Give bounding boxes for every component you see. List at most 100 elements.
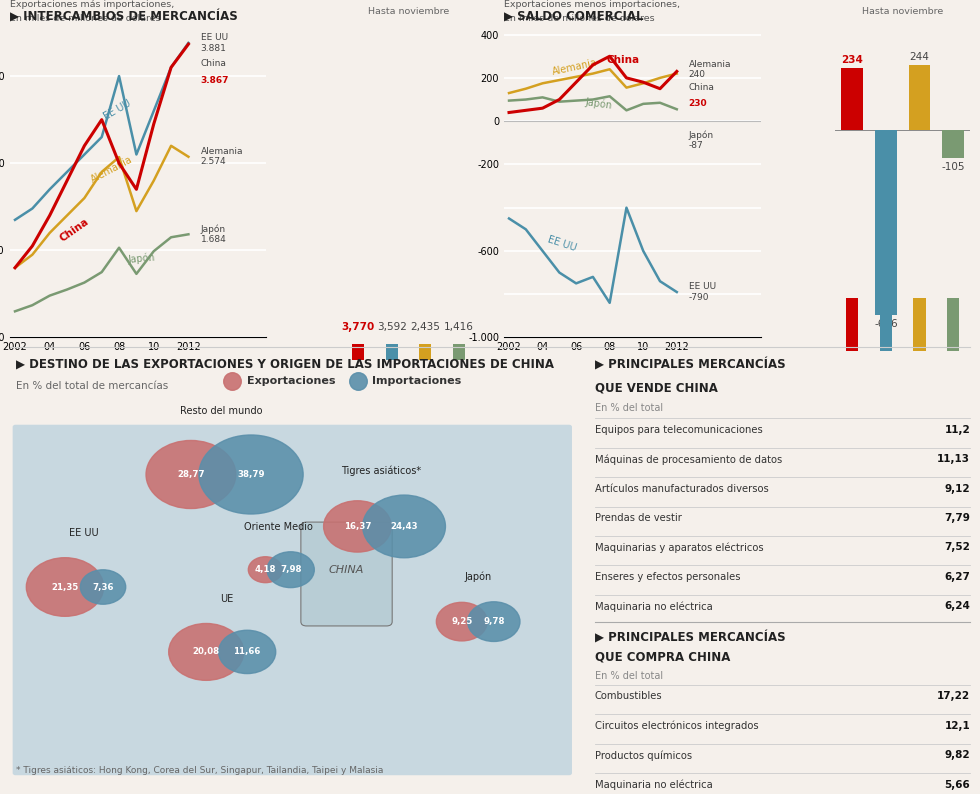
Text: 4,18: 4,18 bbox=[255, 565, 276, 574]
Bar bbox=[942, 130, 964, 158]
Text: 28,77: 28,77 bbox=[177, 470, 205, 479]
Text: 20,08: 20,08 bbox=[193, 647, 220, 657]
Text: 9,12: 9,12 bbox=[945, 484, 970, 494]
Circle shape bbox=[363, 495, 446, 557]
Bar bbox=[352, 344, 364, 360]
Text: Circuitos electrónicos integrados: Circuitos electrónicos integrados bbox=[595, 721, 759, 731]
Text: China: China bbox=[59, 217, 91, 244]
Circle shape bbox=[219, 630, 275, 673]
Text: 7,79: 7,79 bbox=[945, 513, 970, 523]
FancyBboxPatch shape bbox=[301, 522, 392, 626]
Text: Hasta noviembre: Hasta noviembre bbox=[368, 7, 449, 17]
Text: Hasta noviembre: Hasta noviembre bbox=[862, 7, 944, 17]
Text: Combustibles: Combustibles bbox=[595, 692, 662, 701]
Text: Artículos manufacturados diversos: Artículos manufacturados diversos bbox=[595, 484, 768, 494]
Circle shape bbox=[267, 552, 315, 588]
Circle shape bbox=[169, 623, 244, 680]
Text: Japón: Japón bbox=[465, 572, 491, 582]
Text: ▶ SALDO COMERCIAL: ▶ SALDO COMERCIAL bbox=[504, 10, 644, 23]
Text: 16,37: 16,37 bbox=[344, 522, 371, 531]
Text: 2,435: 2,435 bbox=[411, 322, 440, 332]
Circle shape bbox=[436, 603, 487, 641]
Text: Productos químicos: Productos químicos bbox=[595, 750, 692, 761]
Text: Oriente Medio: Oriente Medio bbox=[244, 522, 313, 532]
Text: 7,52: 7,52 bbox=[945, 542, 970, 553]
Circle shape bbox=[80, 570, 125, 604]
Text: Resto del mundo: Resto del mundo bbox=[179, 406, 263, 415]
Text: EE UU: EE UU bbox=[546, 234, 577, 253]
Text: 7,98: 7,98 bbox=[280, 565, 302, 574]
Text: 9,78: 9,78 bbox=[483, 617, 505, 626]
Text: Exportaciones más importaciones,: Exportaciones más importaciones, bbox=[10, 0, 174, 9]
Text: Tigres asiáticos*: Tigres asiáticos* bbox=[341, 465, 420, 476]
Text: Máquinas de procesamiento de datos: Máquinas de procesamiento de datos bbox=[595, 454, 782, 464]
Circle shape bbox=[146, 441, 236, 508]
Text: Japón
1.684: Japón 1.684 bbox=[201, 225, 226, 245]
Text: 244: 244 bbox=[909, 52, 929, 62]
Text: 24,43: 24,43 bbox=[390, 522, 417, 531]
Bar bbox=[846, 298, 858, 351]
Bar bbox=[419, 344, 431, 360]
Text: 9,25: 9,25 bbox=[451, 617, 472, 626]
Point bbox=[224, 375, 240, 387]
Text: Equipos para telecomunicaciones: Equipos para telecomunicaciones bbox=[595, 425, 762, 435]
Text: 11,13: 11,13 bbox=[937, 454, 970, 464]
Text: ▶ PRINCIPALES MERCANCÍAS: ▶ PRINCIPALES MERCANCÍAS bbox=[595, 357, 785, 371]
Bar bbox=[947, 298, 959, 351]
Text: -696: -696 bbox=[874, 319, 898, 329]
Text: 3,592: 3,592 bbox=[376, 322, 407, 332]
Text: EE UU: EE UU bbox=[70, 528, 99, 538]
Text: Enseres y efectos personales: Enseres y efectos personales bbox=[595, 572, 740, 582]
Text: 3,770: 3,770 bbox=[341, 322, 374, 332]
Text: 6,24: 6,24 bbox=[945, 601, 970, 611]
Text: QUE COMPRA CHINA: QUE COMPRA CHINA bbox=[595, 650, 730, 663]
Bar bbox=[385, 344, 398, 360]
Point bbox=[350, 375, 366, 387]
Bar bbox=[875, 130, 897, 315]
Text: Maquinarias y aparatos eléctricos: Maquinarias y aparatos eléctricos bbox=[595, 542, 763, 553]
Text: 230: 230 bbox=[689, 99, 708, 108]
Text: Importaciones: Importaciones bbox=[372, 376, 462, 387]
Text: * Tigres asiáticos: Hong Kong, Corea del Sur, Singapur, Tailandia, Taipei y Mala: * Tigres asiáticos: Hong Kong, Corea del… bbox=[16, 766, 383, 775]
Text: China: China bbox=[201, 59, 226, 67]
Text: Alemania: Alemania bbox=[551, 57, 598, 77]
Circle shape bbox=[199, 435, 303, 514]
Text: en miles de millones de dólares: en miles de millones de dólares bbox=[10, 13, 161, 23]
Circle shape bbox=[248, 557, 282, 583]
Text: UE: UE bbox=[220, 594, 233, 604]
Text: 1,416: 1,416 bbox=[444, 322, 474, 332]
Text: EE UU
3.881: EE UU 3.881 bbox=[201, 33, 227, 52]
Text: 21,35: 21,35 bbox=[51, 583, 78, 592]
Text: Exportaciones: Exportaciones bbox=[247, 376, 335, 387]
Text: Exportaciones menos importaciones,: Exportaciones menos importaciones, bbox=[504, 0, 680, 9]
Text: China: China bbox=[607, 56, 639, 65]
Text: 17,22: 17,22 bbox=[937, 692, 970, 701]
Text: Alemania
2.574: Alemania 2.574 bbox=[201, 147, 243, 167]
Text: Japón: Japón bbox=[584, 97, 612, 111]
Text: EE UU
-790: EE UU -790 bbox=[689, 283, 715, 302]
Text: ▶ DESTINO DE LAS EXPORTACIONES Y ORIGEN DE LAS IMPORTACIONES DE CHINA: ▶ DESTINO DE LAS EXPORTACIONES Y ORIGEN … bbox=[16, 357, 554, 371]
Bar bbox=[908, 65, 930, 130]
Text: ▶ INTERCAMBIOS DE MERCANCÍAS: ▶ INTERCAMBIOS DE MERCANCÍAS bbox=[10, 10, 237, 23]
Bar bbox=[453, 344, 465, 360]
Text: Maquinaria no eléctrica: Maquinaria no eléctrica bbox=[595, 780, 712, 790]
Text: 38,79: 38,79 bbox=[237, 470, 265, 479]
Text: EE UU: EE UU bbox=[102, 98, 132, 121]
Text: CHINA: CHINA bbox=[329, 565, 365, 575]
Text: 3.867: 3.867 bbox=[201, 76, 229, 85]
Text: 5,66: 5,66 bbox=[945, 780, 970, 789]
Text: 6,27: 6,27 bbox=[945, 572, 970, 582]
Circle shape bbox=[26, 557, 104, 616]
Bar bbox=[913, 298, 925, 351]
Text: 234: 234 bbox=[841, 55, 863, 65]
Text: En % del total de mercancías: En % del total de mercancías bbox=[16, 381, 168, 391]
Text: 9,82: 9,82 bbox=[945, 750, 970, 760]
Text: ▶ PRINCIPALES MERCANCÍAS: ▶ PRINCIPALES MERCANCÍAS bbox=[595, 630, 785, 644]
Text: Maquinaria no eléctrica: Maquinaria no eléctrica bbox=[595, 601, 712, 612]
Text: China: China bbox=[689, 83, 714, 92]
Text: en miles de millones de dólares: en miles de millones de dólares bbox=[504, 13, 655, 23]
Text: -105: -105 bbox=[942, 162, 965, 172]
Text: Prendas de vestir: Prendas de vestir bbox=[595, 513, 682, 523]
Bar bbox=[880, 298, 892, 351]
Text: Alemania: Alemania bbox=[89, 154, 135, 184]
